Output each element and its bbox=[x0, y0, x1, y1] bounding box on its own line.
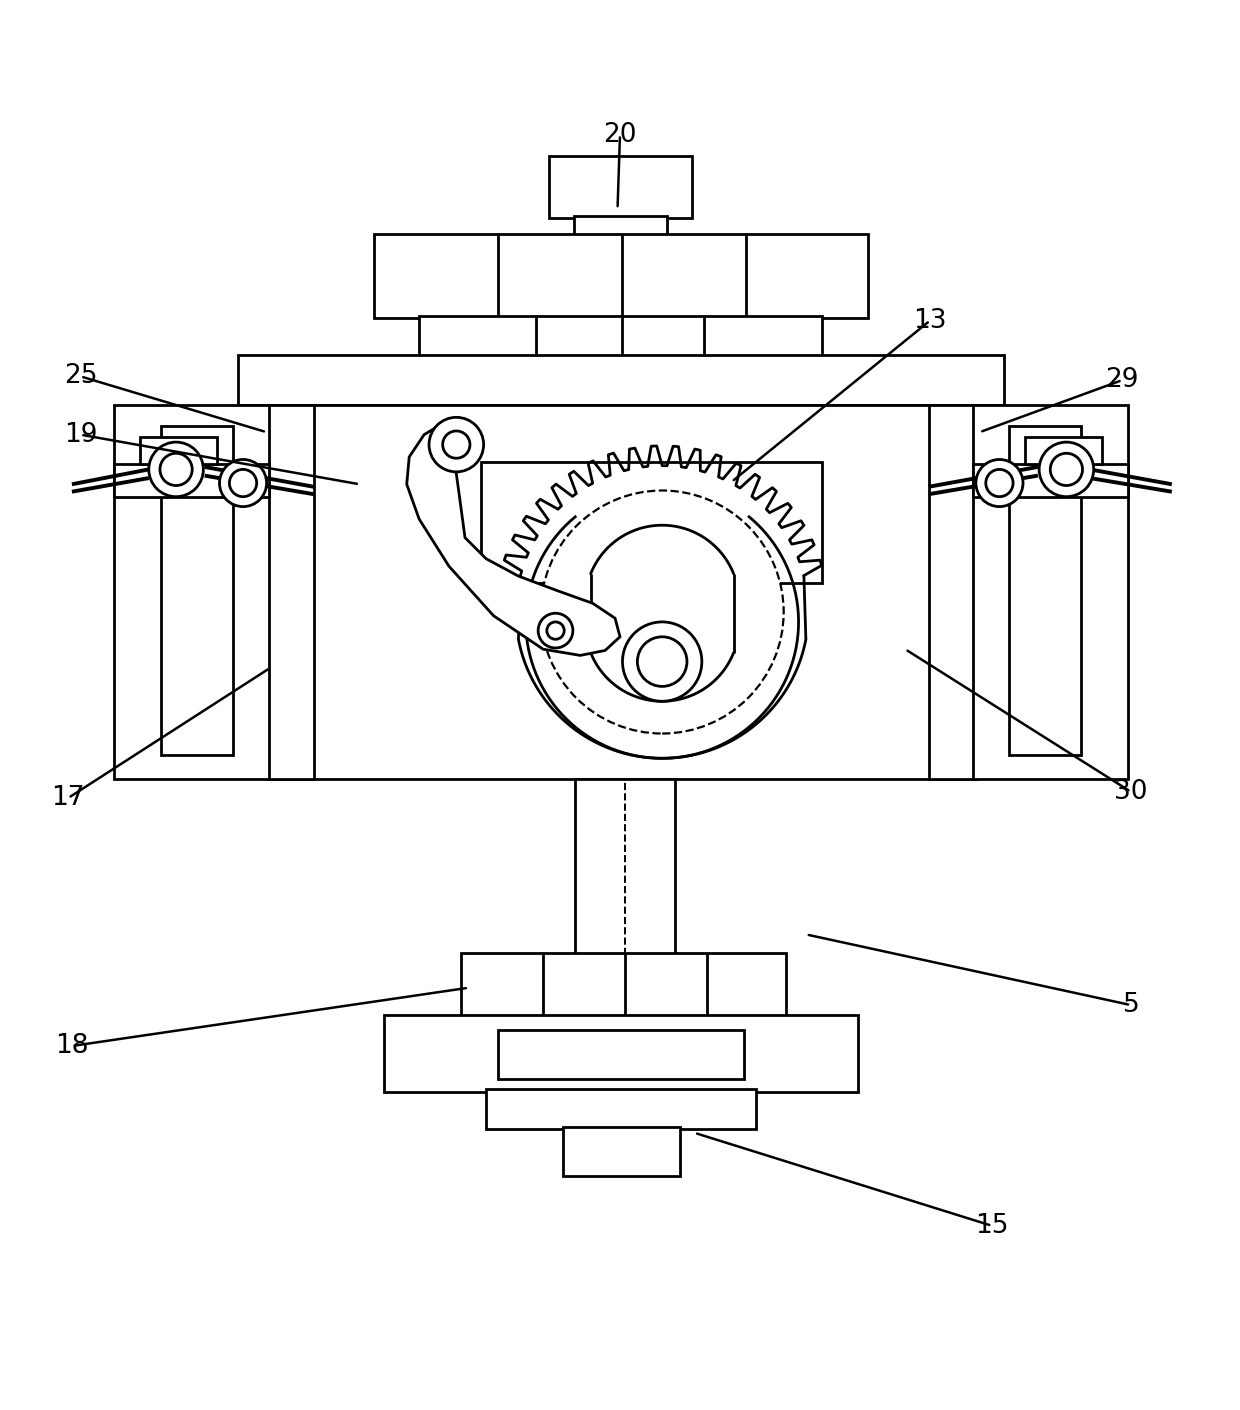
Circle shape bbox=[547, 622, 564, 639]
Bar bbox=[973, 464, 1128, 496]
Text: 30: 30 bbox=[1114, 778, 1148, 805]
Bar bbox=[563, 1127, 680, 1176]
Bar bbox=[114, 405, 269, 780]
Bar bbox=[575, 780, 675, 956]
Bar bbox=[486, 1090, 756, 1129]
Polygon shape bbox=[407, 420, 620, 656]
Bar bbox=[973, 405, 1128, 780]
Text: 15: 15 bbox=[975, 1213, 1009, 1239]
Bar bbox=[161, 426, 233, 754]
Text: 17: 17 bbox=[51, 785, 86, 811]
Bar bbox=[140, 437, 217, 464]
Bar bbox=[114, 464, 269, 496]
Circle shape bbox=[986, 470, 1013, 496]
Bar bbox=[267, 405, 314, 780]
Circle shape bbox=[622, 622, 702, 701]
Circle shape bbox=[1039, 443, 1094, 496]
Circle shape bbox=[429, 417, 484, 472]
Bar bbox=[461, 953, 786, 1018]
Text: 18: 18 bbox=[55, 1034, 89, 1059]
Bar bbox=[481, 462, 822, 584]
Bar bbox=[238, 355, 1004, 405]
Bar bbox=[549, 155, 692, 217]
Text: 29: 29 bbox=[1105, 367, 1140, 393]
Circle shape bbox=[149, 443, 203, 496]
Bar bbox=[1025, 437, 1102, 464]
Text: 20: 20 bbox=[603, 121, 637, 148]
Circle shape bbox=[538, 613, 573, 649]
Bar bbox=[384, 1015, 858, 1091]
Circle shape bbox=[976, 460, 1023, 506]
Text: 25: 25 bbox=[63, 364, 98, 389]
Text: 5: 5 bbox=[1122, 993, 1140, 1018]
Circle shape bbox=[541, 491, 784, 733]
Bar bbox=[574, 217, 667, 237]
Circle shape bbox=[1050, 453, 1083, 485]
Bar bbox=[374, 234, 868, 319]
Text: 19: 19 bbox=[63, 422, 98, 448]
Circle shape bbox=[443, 431, 470, 458]
Circle shape bbox=[637, 637, 687, 687]
Circle shape bbox=[229, 470, 257, 496]
Bar bbox=[929, 405, 976, 780]
Bar bbox=[498, 1029, 744, 1080]
Bar bbox=[419, 316, 822, 358]
Circle shape bbox=[219, 460, 267, 506]
Text: 13: 13 bbox=[913, 307, 947, 334]
Circle shape bbox=[160, 453, 192, 485]
Bar bbox=[267, 405, 976, 780]
Bar bbox=[1009, 426, 1081, 754]
